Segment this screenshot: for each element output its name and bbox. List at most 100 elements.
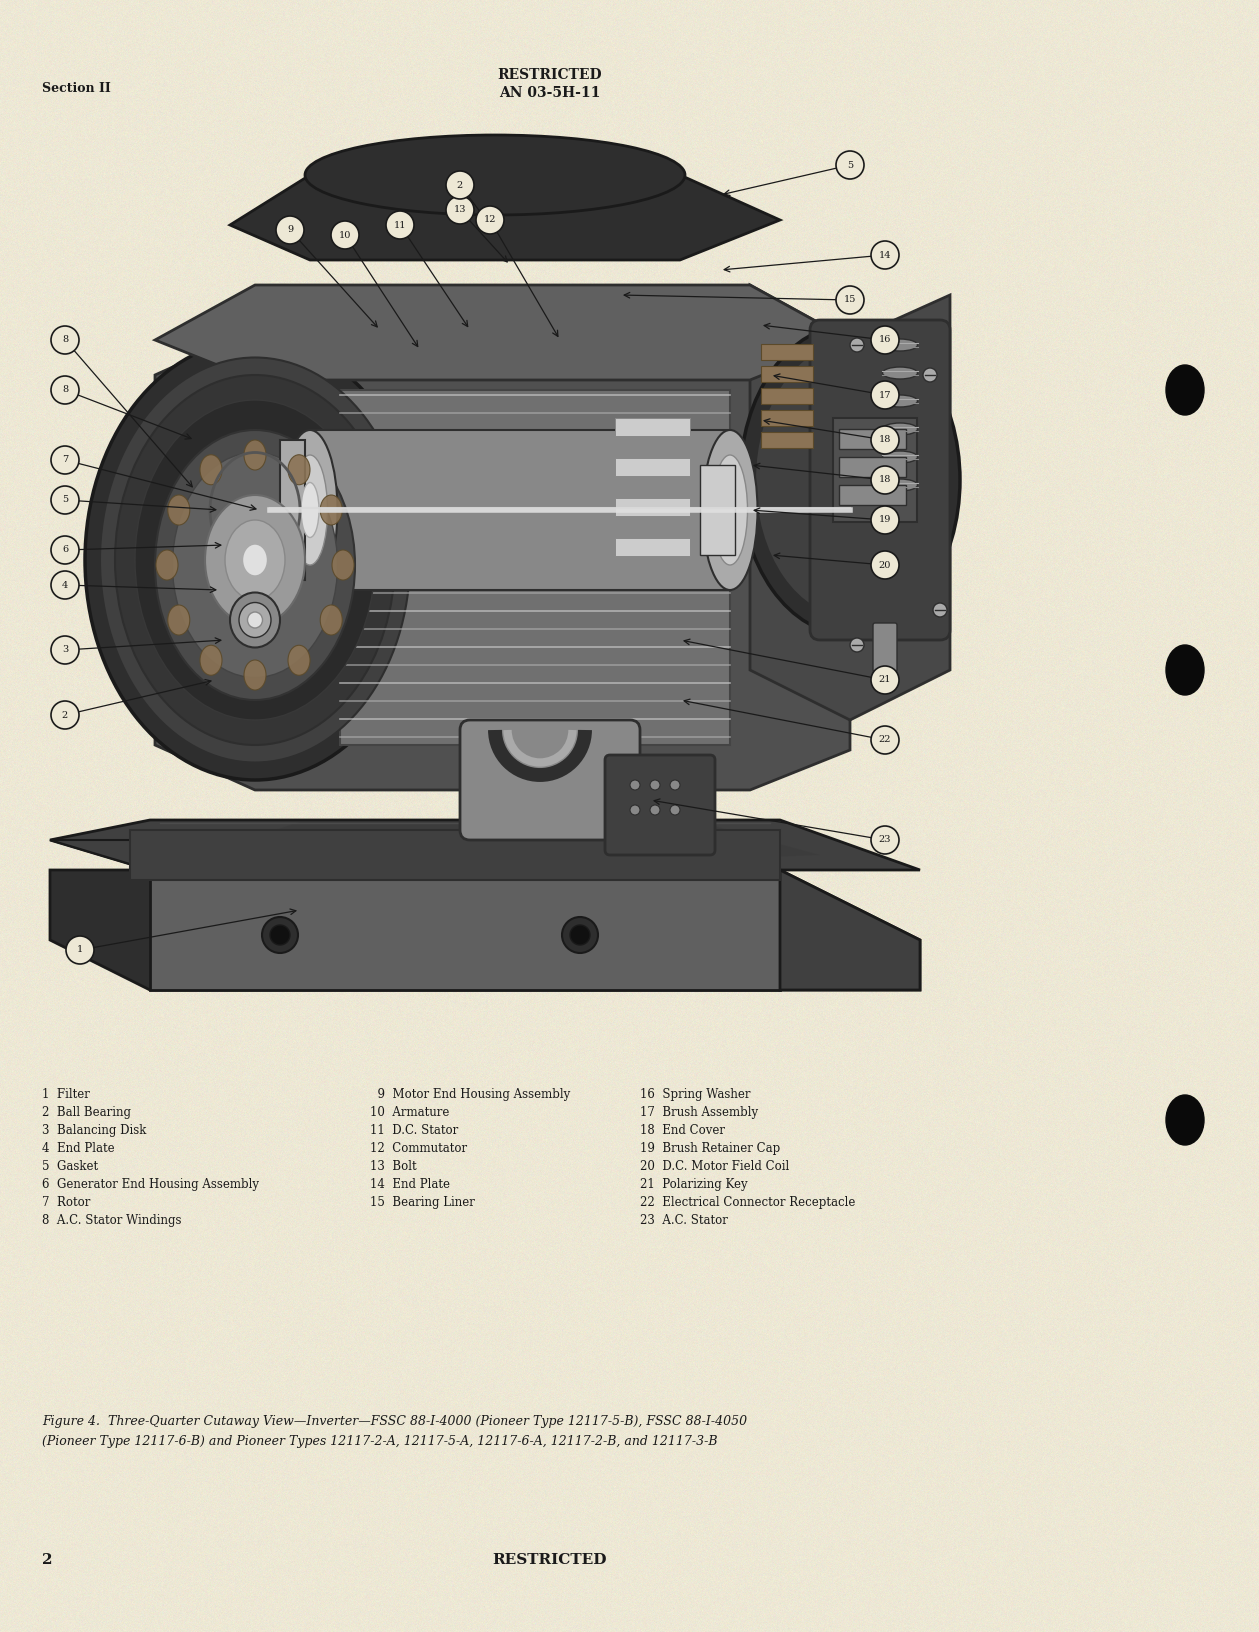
Ellipse shape: [320, 494, 342, 526]
Polygon shape: [750, 286, 951, 720]
Circle shape: [630, 780, 640, 790]
FancyBboxPatch shape: [760, 410, 813, 426]
Ellipse shape: [200, 455, 222, 485]
Text: 5: 5: [62, 496, 68, 504]
Text: Section II: Section II: [42, 82, 111, 95]
Text: 16: 16: [879, 336, 891, 344]
Circle shape: [871, 380, 899, 410]
Text: 1: 1: [77, 945, 83, 955]
FancyBboxPatch shape: [606, 756, 715, 855]
FancyBboxPatch shape: [872, 623, 896, 672]
Ellipse shape: [86, 339, 426, 780]
FancyBboxPatch shape: [614, 498, 690, 516]
FancyBboxPatch shape: [614, 517, 690, 535]
Text: 18  End Cover: 18 End Cover: [640, 1124, 725, 1138]
FancyBboxPatch shape: [760, 344, 813, 361]
Circle shape: [52, 571, 79, 599]
Text: 4: 4: [62, 581, 68, 589]
Text: 6: 6: [62, 545, 68, 555]
Circle shape: [836, 152, 864, 180]
Text: 8  A.C. Stator Windings: 8 A.C. Stator Windings: [42, 1214, 181, 1227]
Text: 15: 15: [844, 295, 856, 305]
FancyBboxPatch shape: [130, 831, 781, 880]
Text: 8: 8: [62, 385, 68, 395]
Circle shape: [670, 805, 680, 814]
FancyBboxPatch shape: [760, 388, 813, 405]
Text: 3: 3: [62, 646, 68, 654]
Circle shape: [476, 206, 504, 233]
Circle shape: [871, 552, 899, 579]
Polygon shape: [155, 330, 850, 790]
Circle shape: [630, 805, 640, 814]
Circle shape: [387, 211, 414, 238]
Ellipse shape: [244, 441, 266, 470]
Text: RESTRICTED: RESTRICTED: [492, 1554, 607, 1567]
Text: 3  Balancing Disk: 3 Balancing Disk: [42, 1124, 146, 1138]
Text: 2: 2: [62, 710, 68, 720]
Text: 21: 21: [879, 676, 891, 684]
Text: 18: 18: [879, 475, 891, 485]
Circle shape: [850, 338, 864, 353]
Text: 13: 13: [453, 206, 466, 214]
Ellipse shape: [244, 659, 266, 690]
Polygon shape: [781, 870, 920, 991]
Ellipse shape: [205, 494, 305, 625]
Circle shape: [52, 486, 79, 514]
Circle shape: [52, 702, 79, 730]
Ellipse shape: [167, 494, 190, 526]
Circle shape: [65, 937, 94, 965]
Text: 20  D.C. Motor Field Coil: 20 D.C. Motor Field Coil: [640, 1160, 789, 1173]
Circle shape: [52, 636, 79, 664]
Text: 5: 5: [847, 160, 854, 170]
Text: 12  Commutator: 12 Commutator: [370, 1142, 467, 1155]
Circle shape: [871, 426, 899, 454]
Text: 8: 8: [62, 336, 68, 344]
Ellipse shape: [135, 400, 375, 720]
Circle shape: [331, 220, 359, 250]
Text: 2  Ball Bearing: 2 Ball Bearing: [42, 1106, 131, 1120]
Circle shape: [871, 826, 899, 854]
Ellipse shape: [243, 543, 267, 576]
Ellipse shape: [292, 455, 327, 565]
Polygon shape: [50, 870, 920, 991]
Ellipse shape: [230, 592, 279, 648]
Ellipse shape: [703, 429, 758, 591]
Text: 22: 22: [879, 736, 891, 744]
FancyBboxPatch shape: [614, 558, 690, 576]
Ellipse shape: [1166, 645, 1204, 695]
Text: 13  Bolt: 13 Bolt: [370, 1160, 417, 1173]
FancyBboxPatch shape: [279, 441, 305, 579]
Ellipse shape: [200, 645, 222, 676]
Text: 15  Bearing Liner: 15 Bearing Liner: [370, 1196, 475, 1209]
Ellipse shape: [883, 339, 918, 351]
FancyBboxPatch shape: [760, 432, 813, 449]
Text: 23: 23: [879, 836, 891, 844]
Circle shape: [262, 917, 298, 953]
Ellipse shape: [248, 612, 262, 628]
Text: 5  Gasket: 5 Gasket: [42, 1160, 98, 1173]
Circle shape: [570, 925, 590, 945]
FancyBboxPatch shape: [310, 429, 730, 591]
Ellipse shape: [755, 343, 946, 617]
Circle shape: [850, 638, 864, 653]
Text: 21  Polarizing Key: 21 Polarizing Key: [640, 1178, 748, 1191]
Ellipse shape: [167, 605, 190, 635]
FancyBboxPatch shape: [833, 418, 917, 522]
Ellipse shape: [883, 480, 918, 491]
Circle shape: [933, 602, 947, 617]
Ellipse shape: [305, 135, 685, 215]
Circle shape: [871, 467, 899, 494]
Ellipse shape: [225, 521, 285, 601]
Polygon shape: [210, 823, 820, 860]
Circle shape: [52, 375, 79, 405]
Circle shape: [52, 446, 79, 473]
Text: AN 03-5H-11: AN 03-5H-11: [500, 86, 601, 100]
Ellipse shape: [740, 325, 961, 635]
Text: 9  Motor End Housing Assembly: 9 Motor End Housing Assembly: [370, 1089, 570, 1102]
FancyBboxPatch shape: [760, 366, 813, 382]
Ellipse shape: [172, 452, 337, 677]
Ellipse shape: [282, 429, 337, 591]
Text: 9: 9: [287, 225, 293, 235]
Circle shape: [276, 215, 303, 245]
Polygon shape: [50, 819, 920, 870]
